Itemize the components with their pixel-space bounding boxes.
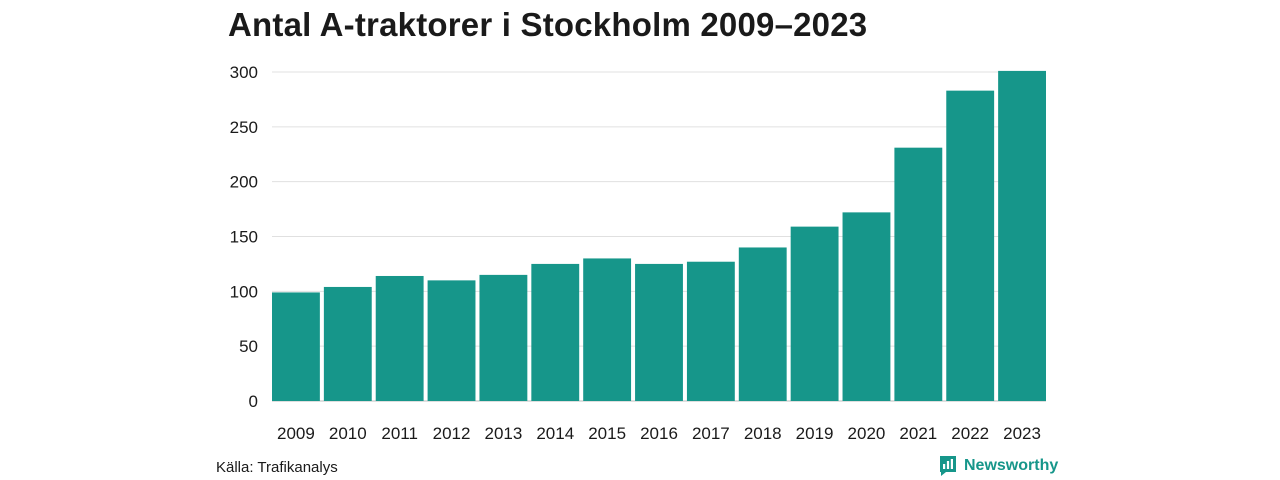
x-tick-label: 2021	[899, 424, 937, 443]
bar-2019	[790, 226, 839, 401]
x-tick-label: 2019	[796, 424, 834, 443]
bar-2014	[531, 263, 580, 401]
bar-2013	[479, 274, 528, 401]
x-tick-label: 2016	[640, 424, 678, 443]
bar-2021	[894, 147, 943, 401]
x-tick-label: 2012	[433, 424, 471, 443]
bar-2015	[583, 258, 632, 401]
x-tick-label: 2017	[692, 424, 730, 443]
newsworthy-logo: Newsworthy	[938, 455, 1058, 477]
x-tick-label: 2018	[744, 424, 782, 443]
chart-title: Antal A-traktorer i Stockholm 2009–2023	[228, 6, 868, 43]
newsworthy-logo-icon	[940, 456, 956, 476]
newsworthy-logo-text: Newsworthy	[964, 457, 1059, 474]
bar-2012	[427, 280, 476, 401]
bar-2023	[998, 70, 1046, 402]
x-tick-label: 2011	[381, 424, 418, 443]
y-axis: 0 50 100 150 200 250 300	[230, 63, 258, 411]
bar-2009	[272, 292, 320, 401]
y-tick-label: 300	[230, 63, 258, 82]
bar-2010	[323, 286, 372, 401]
x-tick-label: 2010	[329, 424, 367, 443]
y-tick-label: 250	[230, 118, 258, 137]
x-axis: 2009 2010 2011 2012 2013 2014 2015 2016 2017 2018…	[277, 424, 1041, 443]
bar-2011	[375, 275, 424, 401]
bar-2022	[946, 90, 995, 401]
y-tick-label: 0	[249, 392, 258, 411]
y-tick-label: 50	[239, 337, 258, 356]
source-label: Källa: Trafikanalys	[216, 459, 338, 476]
bar-2016	[635, 263, 683, 401]
bar-2020	[842, 212, 891, 401]
bars	[272, 70, 1046, 402]
bar-2017	[686, 261, 735, 401]
x-tick-label: 2023	[1003, 424, 1041, 443]
x-tick-label: 2013	[484, 424, 522, 443]
x-tick-label: 2014	[536, 424, 574, 443]
y-tick-label: 150	[230, 228, 258, 247]
x-tick-label: 2015	[588, 424, 626, 443]
x-tick-label: 2022	[951, 424, 989, 443]
y-tick-label: 100	[230, 282, 258, 301]
x-tick-label: 2009	[277, 424, 315, 443]
y-tick-label: 200	[230, 173, 258, 192]
bar-2018	[738, 247, 787, 401]
x-tick-label: 2020	[848, 424, 886, 443]
